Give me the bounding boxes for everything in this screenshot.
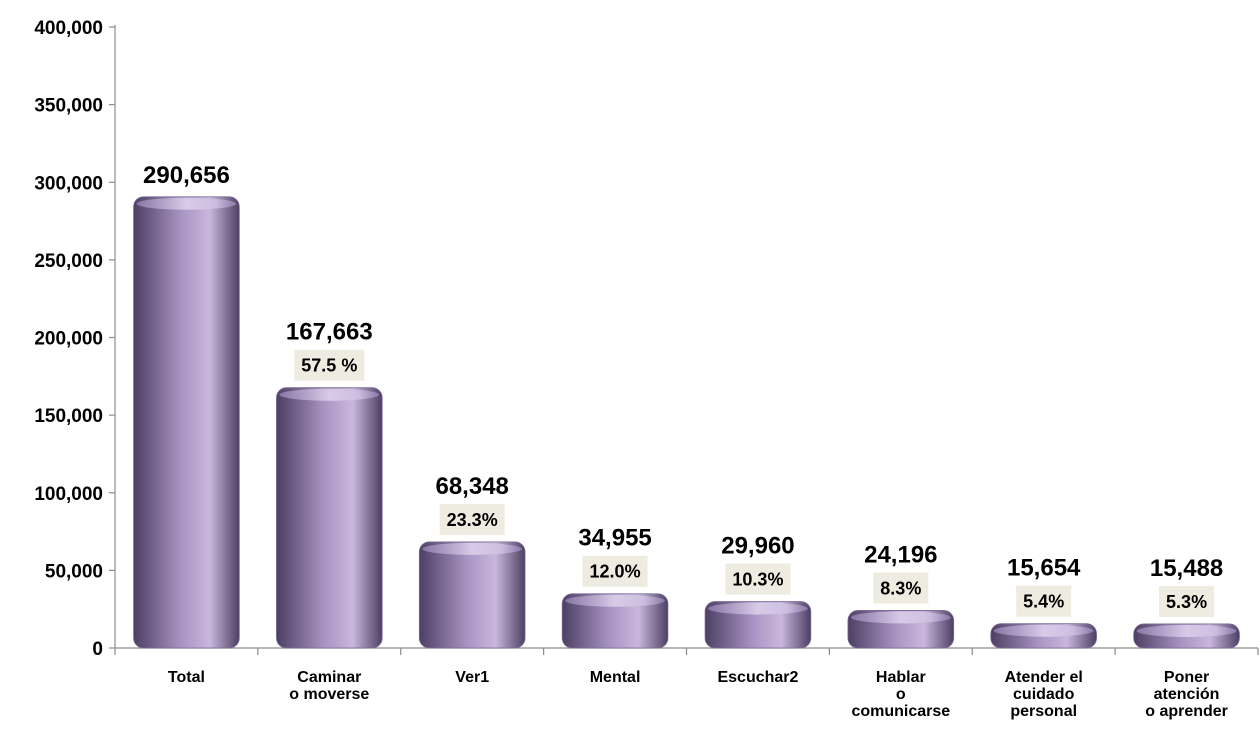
bar-cap bbox=[708, 602, 808, 615]
bar-cap bbox=[136, 197, 237, 210]
x-tick-label: Caminar bbox=[297, 669, 361, 686]
x-tick-label: cuidado bbox=[1013, 686, 1075, 703]
percent-label-box bbox=[294, 349, 365, 381]
y-tick-label: 150,000 bbox=[34, 406, 103, 427]
value-label: 167,663 bbox=[286, 319, 373, 346]
bar bbox=[133, 196, 240, 649]
bar-cap bbox=[1136, 624, 1237, 637]
x-tick-label: personal bbox=[1010, 703, 1077, 720]
percent-label-box bbox=[873, 572, 929, 604]
y-tick-label: 300,000 bbox=[34, 173, 103, 194]
x-tick-label: o aprender bbox=[1145, 703, 1228, 720]
percent-label: 8.3% bbox=[880, 578, 921, 598]
value-label: 15,654 bbox=[1007, 555, 1081, 582]
percent-label: 5.4% bbox=[1023, 592, 1064, 612]
percent-label: 5.3% bbox=[1166, 592, 1207, 612]
bar-cap bbox=[850, 611, 951, 624]
bars bbox=[133, 196, 1240, 649]
x-tick-label: Atender el bbox=[1005, 669, 1083, 686]
bar-cap bbox=[422, 542, 523, 555]
y-tick-label: 100,000 bbox=[34, 484, 103, 505]
y-tick-label: 0 bbox=[92, 639, 103, 660]
value-label: 24,196 bbox=[864, 541, 937, 568]
x-tick-label: o bbox=[896, 686, 906, 703]
value-label: 15,488 bbox=[1150, 555, 1223, 582]
percent-label: 23.3% bbox=[447, 510, 498, 530]
value-label: 34,955 bbox=[578, 525, 651, 552]
y-tick-label: 50,000 bbox=[45, 561, 103, 582]
bar-cap bbox=[565, 594, 665, 607]
percent-label: 12.0% bbox=[590, 562, 641, 582]
value-label: 290,656 bbox=[143, 162, 230, 189]
bar bbox=[418, 541, 526, 649]
x-tick-label: o moverse bbox=[289, 686, 369, 703]
x-tick-label: Mental bbox=[590, 669, 641, 686]
value-label: 29,960 bbox=[721, 532, 794, 559]
axes: 0 50,000 100,000 150,000 200,000 250,000 300,0… bbox=[34, 18, 1259, 660]
x-tick-label: Hablar bbox=[876, 669, 926, 686]
percent-label-box bbox=[725, 563, 791, 595]
x-tick-label: Escuchar2 bbox=[717, 669, 798, 686]
percent-label: 10.3% bbox=[732, 569, 783, 589]
y-tick-label: 250,000 bbox=[34, 251, 103, 272]
y-tick-label: 400,000 bbox=[34, 18, 103, 39]
bar-cap bbox=[279, 388, 380, 401]
percent-label-box bbox=[1159, 585, 1215, 617]
percent-label-box bbox=[582, 555, 648, 587]
y-tick-label: 350,000 bbox=[34, 96, 103, 117]
bar bbox=[276, 387, 383, 649]
percent-label: 57.5 % bbox=[301, 356, 357, 376]
x-tick-label: Poner bbox=[1164, 669, 1209, 686]
x-tick-label: Ver1 bbox=[455, 669, 489, 686]
value-label: 68,348 bbox=[435, 473, 508, 500]
percent-label-box bbox=[439, 503, 505, 535]
y-tick-label: 200,000 bbox=[34, 329, 103, 350]
percent-label-box bbox=[1016, 585, 1072, 617]
bar-cap bbox=[993, 624, 1094, 637]
bar bbox=[561, 593, 669, 649]
x-tick-label: atención bbox=[1154, 686, 1220, 703]
x-tick-label: comunicarse bbox=[851, 703, 950, 720]
x-tick-label: Total bbox=[168, 669, 205, 686]
